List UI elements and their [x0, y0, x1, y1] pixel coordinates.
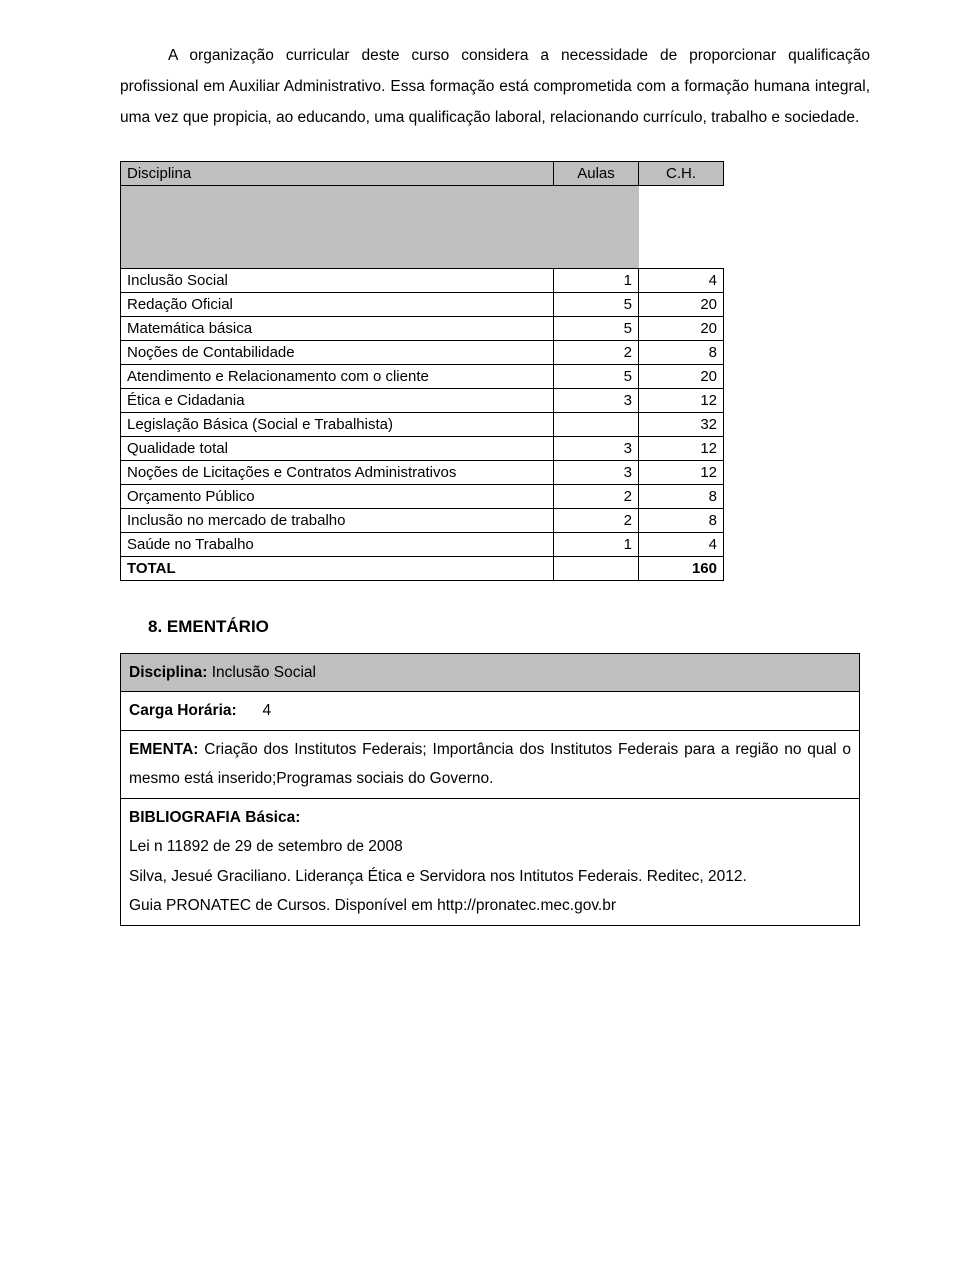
header-aulas: Aulas — [554, 162, 639, 186]
cell-aulas: 3 — [554, 389, 639, 413]
cell-aulas — [554, 413, 639, 437]
cell-ch: 12 — [639, 389, 724, 413]
table-row: Inclusão no mercado de trabalho 2 8 — [121, 509, 724, 533]
bib-line: Silva, Jesué Graciliano. Liderança Ética… — [129, 862, 851, 891]
cell-disciplina: Atendimento e Relacionamento com o clien… — [121, 365, 554, 389]
header-ch: C.H. — [639, 162, 724, 186]
discipline-table: Disciplina Aulas C.H. Inclusão Social 1 … — [120, 161, 724, 581]
intro-paragraph: A organização curricular deste curso con… — [120, 40, 870, 133]
ementario-heading: 8. EMENTÁRIO — [148, 617, 870, 637]
table-row: Redação Oficial 5 20 — [121, 293, 724, 317]
table-row: Legislação Básica (Social e Trabalhista)… — [121, 413, 724, 437]
ement-ementa-row: EMENTA: Criação dos Institutos Federais;… — [121, 730, 860, 798]
cell-ch: 8 — [639, 485, 724, 509]
cell-disciplina: Inclusão Social — [121, 269, 554, 293]
disciplina-label: Disciplina: — [129, 664, 207, 681]
cell-ch: 12 — [639, 461, 724, 485]
total-label: TOTAL — [121, 557, 554, 581]
cell-disciplina: Noções de Contabilidade — [121, 341, 554, 365]
ement-carga-row: Carga Horária: 4 — [121, 692, 860, 730]
cell-aulas: 3 — [554, 461, 639, 485]
ement-disciplina-row: Disciplina: Inclusão Social — [121, 654, 860, 692]
header-disciplina: Disciplina — [121, 162, 554, 186]
cell-disciplina: Ética e Cidadania — [121, 389, 554, 413]
cell-ch: 20 — [639, 293, 724, 317]
cell-aulas: 1 — [554, 533, 639, 557]
cell-disciplina: Noções de Licitações e Contratos Adminis… — [121, 461, 554, 485]
cell-disciplina: Legislação Básica (Social e Trabalhista) — [121, 413, 554, 437]
basica-label: Básica: — [245, 809, 300, 826]
table-header-row: Disciplina Aulas C.H. — [121, 162, 724, 186]
cell-aulas: 2 — [554, 341, 639, 365]
cell-aulas: 5 — [554, 365, 639, 389]
table-row: Qualidade total 3 12 — [121, 437, 724, 461]
cell-aulas: 5 — [554, 293, 639, 317]
cell-disciplina: Inclusão no mercado de trabalho — [121, 509, 554, 533]
cell-ch: 32 — [639, 413, 724, 437]
table-total-row: TOTAL 160 — [121, 557, 724, 581]
cell-ch: 20 — [639, 365, 724, 389]
cell-ch: 4 — [639, 269, 724, 293]
table-row: Saúde no Trabalho 1 4 — [121, 533, 724, 557]
table-row: Atendimento e Relacionamento com o clien… — [121, 365, 724, 389]
table-row: Noções de Licitações e Contratos Adminis… — [121, 461, 724, 485]
biblio-label: BIBLIOGRAFIA — [129, 809, 241, 826]
ementa-text: Criação dos Institutos Federais; Importâ… — [129, 741, 851, 787]
ementa-label: EMENTA: — [129, 741, 198, 758]
carga-label: Carga Horária: — [129, 702, 237, 719]
cell-disciplina: Qualidade total — [121, 437, 554, 461]
table-row: Orçamento Público 2 8 — [121, 485, 724, 509]
carga-value: 4 — [263, 702, 272, 719]
total-ch: 160 — [639, 557, 724, 581]
cell-aulas: 3 — [554, 437, 639, 461]
table-row: Matemática básica 5 20 — [121, 317, 724, 341]
ement-biblio-row: BIBLIOGRAFIA Básica: Lei n 11892 de 29 d… — [121, 798, 860, 925]
bib-line: Lei n 11892 de 29 de setembro de 2008 — [129, 832, 851, 861]
cell-ch: 4 — [639, 533, 724, 557]
table-row: Ética e Cidadania 3 12 — [121, 389, 724, 413]
cell-ch: 8 — [639, 341, 724, 365]
table-spacer-row — [121, 186, 724, 269]
cell-aulas: 1 — [554, 269, 639, 293]
cell-ch: 20 — [639, 317, 724, 341]
cell-aulas: 2 — [554, 509, 639, 533]
disciplina-value: Inclusão Social — [212, 664, 316, 681]
cell-disciplina: Matemática básica — [121, 317, 554, 341]
table-row: Noções de Contabilidade 2 8 — [121, 341, 724, 365]
cell-aulas: 2 — [554, 485, 639, 509]
cell-disciplina: Redação Oficial — [121, 293, 554, 317]
spacer-cell — [121, 186, 554, 269]
spacer-cell — [554, 186, 639, 269]
table-row: Inclusão Social 1 4 — [121, 269, 724, 293]
page: A organização curricular deste curso con… — [0, 0, 960, 1268]
bib-line: Guia PRONATEC de Cursos. Disponível em h… — [129, 891, 851, 920]
cell-ch: 8 — [639, 509, 724, 533]
total-aulas — [554, 557, 639, 581]
intro-text: A organização curricular deste curso con… — [120, 47, 870, 126]
cell-disciplina: Orçamento Público — [121, 485, 554, 509]
cell-aulas: 5 — [554, 317, 639, 341]
cell-ch: 12 — [639, 437, 724, 461]
ementario-table: Disciplina: Inclusão Social Carga Horári… — [120, 653, 860, 926]
cell-disciplina: Saúde no Trabalho — [121, 533, 554, 557]
